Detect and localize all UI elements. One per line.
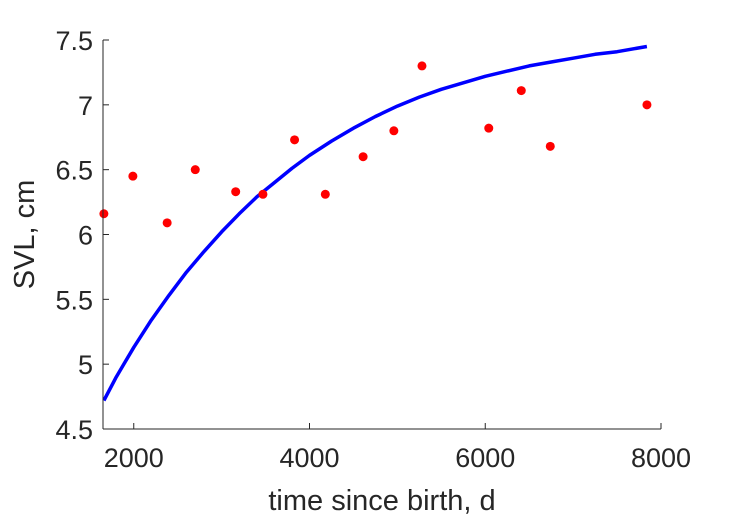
x-ticks: 2000 4000 6000 8000 xyxy=(104,423,691,473)
plot-area xyxy=(99,44,652,402)
x-tick-label: 2000 xyxy=(104,443,164,473)
data-point xyxy=(258,189,268,199)
data-point xyxy=(358,152,368,162)
data-point xyxy=(320,189,330,199)
data-point xyxy=(231,187,241,197)
data-point xyxy=(516,86,526,96)
y-tick-label: 7.5 xyxy=(55,26,93,56)
axes xyxy=(102,40,661,430)
data-point xyxy=(162,218,172,228)
y-ticks: 4.5 5 5.5 6 6.5 7 7.5 xyxy=(55,26,109,445)
y-tick-label: 6 xyxy=(78,221,93,251)
x-tick-label: 6000 xyxy=(455,443,515,473)
y-axis-title: SVL, cm xyxy=(9,180,41,290)
data-point xyxy=(99,209,109,219)
data-point xyxy=(389,126,399,136)
y-tick-label: 4.5 xyxy=(55,415,93,445)
data-point xyxy=(642,100,652,110)
y-tick-label: 7 xyxy=(78,91,93,121)
data-point xyxy=(128,171,138,181)
x-axis-title: time since birth, d xyxy=(268,485,495,517)
data-point xyxy=(290,135,300,145)
data-point xyxy=(545,141,555,151)
fit-curve-line xyxy=(102,44,648,402)
y-tick-label: 5.5 xyxy=(55,285,93,315)
data-point xyxy=(190,165,200,175)
data-points-layer xyxy=(99,61,652,228)
y-tick-label: 6.5 xyxy=(55,156,93,186)
data-point xyxy=(484,123,494,133)
x-tick-label: 8000 xyxy=(631,443,691,473)
data-point xyxy=(417,61,427,71)
y-tick-label: 5 xyxy=(78,350,93,380)
x-tick-label: 4000 xyxy=(279,443,339,473)
fit-curve-layer xyxy=(102,44,648,402)
